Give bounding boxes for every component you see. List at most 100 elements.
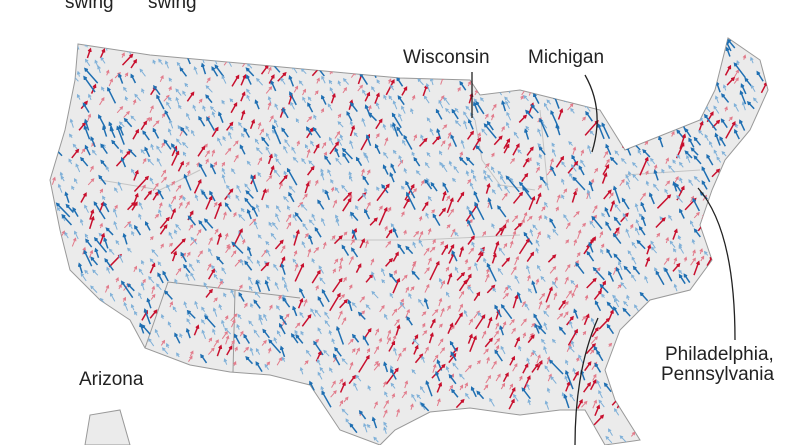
swing-arrow	[221, 99, 225, 105]
swing-arrow	[134, 93, 141, 102]
swing-arrow	[384, 137, 389, 146]
swing-arrow	[197, 250, 203, 258]
swing-arrow	[244, 260, 253, 271]
swing-arrow	[383, 361, 389, 373]
swing-arrow	[485, 374, 492, 384]
swing-arrow	[383, 426, 387, 434]
swing-arrow	[411, 270, 420, 280]
swing-arrow	[317, 199, 325, 210]
annotation: Philadelphia,	[665, 344, 774, 365]
swing-arrow	[76, 93, 81, 100]
swing-arrow	[520, 218, 525, 226]
swing-arrow	[257, 171, 262, 178]
swing-arrow	[526, 357, 530, 365]
swing-arrow	[343, 276, 347, 283]
swing-arrow	[626, 294, 630, 301]
swing-arrow	[299, 366, 304, 375]
swing-arrow	[225, 121, 234, 131]
swing-arrow	[527, 274, 531, 282]
swing-arrow	[178, 201, 183, 209]
swing-arrow	[84, 67, 99, 84]
swing-arrow	[275, 205, 281, 213]
swing-arrow	[123, 86, 128, 92]
swing-arrow	[337, 121, 344, 128]
swing-arrow	[245, 190, 254, 199]
swing-arrow	[527, 398, 532, 406]
swing-arrow	[543, 322, 548, 330]
swing-arrow	[170, 238, 186, 255]
swing-arrow	[592, 266, 605, 281]
swing-arrow	[311, 269, 321, 284]
swing-arrow	[352, 65, 358, 75]
swing-arrow	[588, 180, 594, 192]
swing-arrow	[358, 410, 367, 420]
swing-arrow	[594, 404, 601, 417]
swing-arrow	[98, 174, 107, 185]
swing-arrow	[484, 163, 490, 169]
swing-arrow	[164, 60, 169, 69]
swing-arrow	[122, 232, 128, 245]
swing-arrow	[724, 64, 732, 76]
swing-arrow	[133, 310, 138, 316]
swing-arrow	[115, 239, 120, 246]
swing-arrow	[517, 149, 522, 154]
swing-arrow	[204, 143, 208, 148]
swing-arrow	[567, 160, 579, 174]
swing-arrow	[71, 185, 75, 191]
swing-arrow	[741, 101, 746, 111]
swing-arrow	[565, 381, 571, 392]
swing-arrow	[440, 307, 445, 317]
swing-arrow	[214, 201, 222, 220]
swing-arrow	[366, 423, 371, 429]
swing-arrow	[342, 197, 352, 212]
swing-arrow	[144, 146, 151, 158]
swing-arrow	[255, 279, 262, 293]
swing-arrow	[447, 322, 454, 335]
state-border	[144, 281, 301, 373]
swing-arrow	[721, 150, 727, 157]
swing-arrow	[101, 86, 105, 92]
swing-arrow	[160, 339, 166, 346]
swing-arrow	[174, 332, 181, 344]
swing-arrow	[427, 257, 432, 265]
swing-arrow	[626, 180, 631, 190]
swing-arrow	[121, 52, 125, 58]
swing-arrow	[558, 326, 567, 335]
swing-arrow	[147, 158, 155, 166]
swing-arrow	[458, 156, 468, 166]
swing-arrow	[506, 111, 512, 121]
swing-arrow	[592, 205, 598, 214]
swing-arrow	[567, 328, 578, 346]
swing-arrow	[450, 388, 459, 398]
swing-arrow	[314, 179, 319, 186]
swing-arrow	[224, 327, 232, 335]
swing-arrow	[232, 361, 237, 366]
swing-arrow	[613, 298, 620, 308]
swing-arrow	[353, 132, 358, 138]
swing-arrow	[550, 165, 557, 177]
swing-arrow	[349, 124, 356, 137]
swing-arrow	[614, 203, 621, 212]
swing-arrow	[378, 206, 388, 226]
swing-arrow	[456, 191, 465, 203]
swing-arrow	[284, 283, 289, 292]
swing-arrow	[51, 176, 56, 185]
swing-arrow	[544, 181, 550, 191]
swing-arrow	[678, 269, 683, 275]
swing-arrow	[509, 240, 514, 249]
swing-arrow	[84, 118, 90, 131]
swing-arrow	[563, 311, 569, 319]
swing-arrow	[179, 333, 183, 339]
swing-arrow	[175, 96, 180, 105]
swing-arrow	[396, 76, 404, 87]
swing-arrow	[500, 345, 506, 355]
swing-arrow	[638, 225, 646, 236]
swing-arrow	[348, 374, 357, 385]
swing-arrow	[265, 132, 271, 141]
swing-arrow	[336, 325, 345, 345]
swing-arrow	[676, 195, 683, 203]
swing-arrow	[204, 315, 216, 328]
swing-arrow	[211, 149, 216, 157]
swing-arrow	[113, 220, 118, 230]
swing-arrow	[544, 215, 548, 220]
